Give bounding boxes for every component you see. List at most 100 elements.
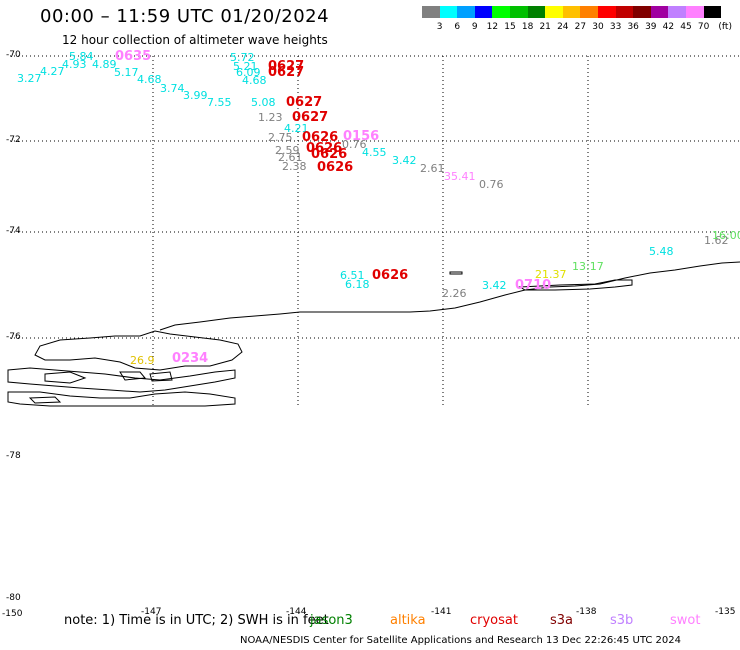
- wave-height-label: 2.75: [268, 131, 293, 144]
- satellite-s3a: s3a: [550, 613, 574, 628]
- wave-height-label: 5.21: [233, 60, 258, 73]
- satellite-swot: swot: [670, 613, 701, 628]
- wave-height-label: 5.17: [114, 66, 139, 79]
- lon-label: -147: [141, 607, 162, 617]
- wave-height-label: 5.84: [69, 50, 94, 63]
- wave-height-label: 3.74: [160, 82, 185, 95]
- wave-height-label: 5.08: [251, 96, 276, 109]
- wave-height-label: 3.27: [17, 72, 42, 85]
- pass-time-label: 0627: [268, 65, 304, 80]
- wave-height-label: 3.42: [392, 154, 417, 167]
- satellite-jason3: jason3: [310, 613, 353, 628]
- lon-label: -144: [286, 607, 307, 617]
- legend-label: 3: [436, 22, 443, 32]
- wave-height-label: 2.61: [278, 151, 303, 164]
- lon-label: -141: [431, 607, 452, 617]
- pass-time-label: 0626: [311, 147, 347, 162]
- legend-label: 18: [521, 22, 534, 32]
- satellite-cryosat: cryosat: [470, 613, 518, 628]
- legend-label: 6: [454, 22, 461, 32]
- note-text: note: 1) Time is in UTC; 2) SWH is in fe…: [64, 613, 329, 628]
- legend-swatch: [457, 6, 475, 18]
- pass-time-label: 0626: [317, 160, 353, 175]
- legend-label: 39: [645, 22, 657, 32]
- wave-height-label: 21.37: [535, 268, 567, 281]
- legend-swatch: [633, 6, 651, 18]
- wave-height-label: 4.93: [62, 58, 87, 71]
- legend-label: 36: [627, 22, 639, 32]
- pass-time-label: 0234: [172, 351, 208, 366]
- legend-label: 24: [557, 22, 569, 32]
- wave-height-label: 2.26: [442, 287, 467, 300]
- satellite-s3b: s3b: [610, 613, 634, 628]
- legend-swatch: [580, 6, 598, 18]
- lat-label: -72: [6, 135, 21, 145]
- wave-height-label: 26.9: [130, 354, 155, 367]
- wave-height-label: 3.42: [482, 279, 507, 292]
- pass-time-label: 0626: [372, 268, 408, 283]
- pass-time-label: 0627: [268, 59, 304, 74]
- legend-label: 42: [662, 22, 675, 32]
- legend-label: 9: [471, 22, 478, 32]
- wave-height-label: 4.89: [92, 58, 117, 71]
- legend-swatch: [598, 6, 616, 18]
- pass-time-label: 0626: [306, 141, 342, 156]
- legend-swatch: [650, 6, 669, 18]
- legend-swatch: [510, 6, 528, 18]
- wave-height-label: 4.55: [362, 146, 387, 159]
- lat-label: -74: [6, 226, 21, 236]
- wave-height-label: 5.48: [649, 245, 674, 258]
- legend-swatch: [492, 6, 510, 18]
- map-subtitle: 12 hour collection of altimeter wave hei…: [62, 33, 328, 47]
- wave-height-label: 4.21: [284, 122, 309, 135]
- wave-height-label: 2.38: [282, 160, 307, 173]
- lat-label: -76: [6, 332, 21, 342]
- legend-label: 30: [592, 22, 604, 32]
- wave-height-label: 6.51: [340, 269, 365, 282]
- legend-label: 21: [539, 22, 551, 32]
- pass-time-label: 0156: [343, 129, 379, 144]
- observation-labels: 3.274.274.935.844.895.174.683.743.997.55…: [17, 49, 740, 367]
- wave-height-label: 4.68: [242, 74, 267, 87]
- legend-label: 12: [486, 22, 499, 32]
- legend-unit: (ft): [718, 22, 732, 32]
- legend-swatch: [668, 6, 686, 18]
- legend-label: 15: [504, 22, 516, 32]
- pass-time-label: 0710: [515, 278, 551, 293]
- legend-swatch: [686, 6, 704, 18]
- legend-swatch: [474, 6, 493, 18]
- wave-height-label: 3.99: [183, 89, 208, 102]
- legend-swatch: [703, 6, 722, 18]
- pass-time-label: 0635: [115, 49, 151, 64]
- wave-height-label: 6.09: [236, 66, 261, 79]
- map-title: 00:00 – 11:59 UTC 01/20/2024: [40, 6, 330, 27]
- legend-swatch: [562, 6, 581, 18]
- coastline: [7, 261, 740, 407]
- pass-time-label: 0627: [292, 110, 328, 125]
- wave-height-label: 4.68: [137, 73, 162, 86]
- pass-time-label: 0626: [302, 130, 338, 145]
- lon-label: -150: [2, 609, 23, 619]
- wave-height-label: 5.72: [230, 51, 255, 64]
- wave-height-label: 7.55: [207, 96, 232, 109]
- lat-label: -70: [6, 50, 21, 60]
- wave-height-label: 1.23: [258, 111, 283, 124]
- legend-label: 33: [609, 22, 622, 32]
- wave-height-label: 13:17: [572, 260, 604, 273]
- legend-label: 45: [680, 22, 692, 32]
- lon-label: -138: [576, 607, 597, 617]
- legend-label: 70: [697, 22, 710, 32]
- legend-swatch: [615, 6, 634, 18]
- wave-height-label: 35.41: [444, 170, 476, 183]
- wave-height-label: 2.59: [275, 144, 300, 157]
- legend-label: 27: [574, 22, 587, 32]
- wave-height-label: 4.27: [40, 65, 65, 78]
- wave-height-label: 2.61: [420, 162, 445, 175]
- satellite-altika: altika: [390, 613, 426, 628]
- grid-lines: [10, 55, 740, 405]
- legend-swatch: [527, 6, 546, 18]
- wave-height-label: 0.76: [342, 138, 367, 151]
- wave-height-label: 6.18: [345, 278, 370, 291]
- wave-height-label: 0.76: [479, 178, 504, 191]
- lat-label: -78: [6, 451, 21, 461]
